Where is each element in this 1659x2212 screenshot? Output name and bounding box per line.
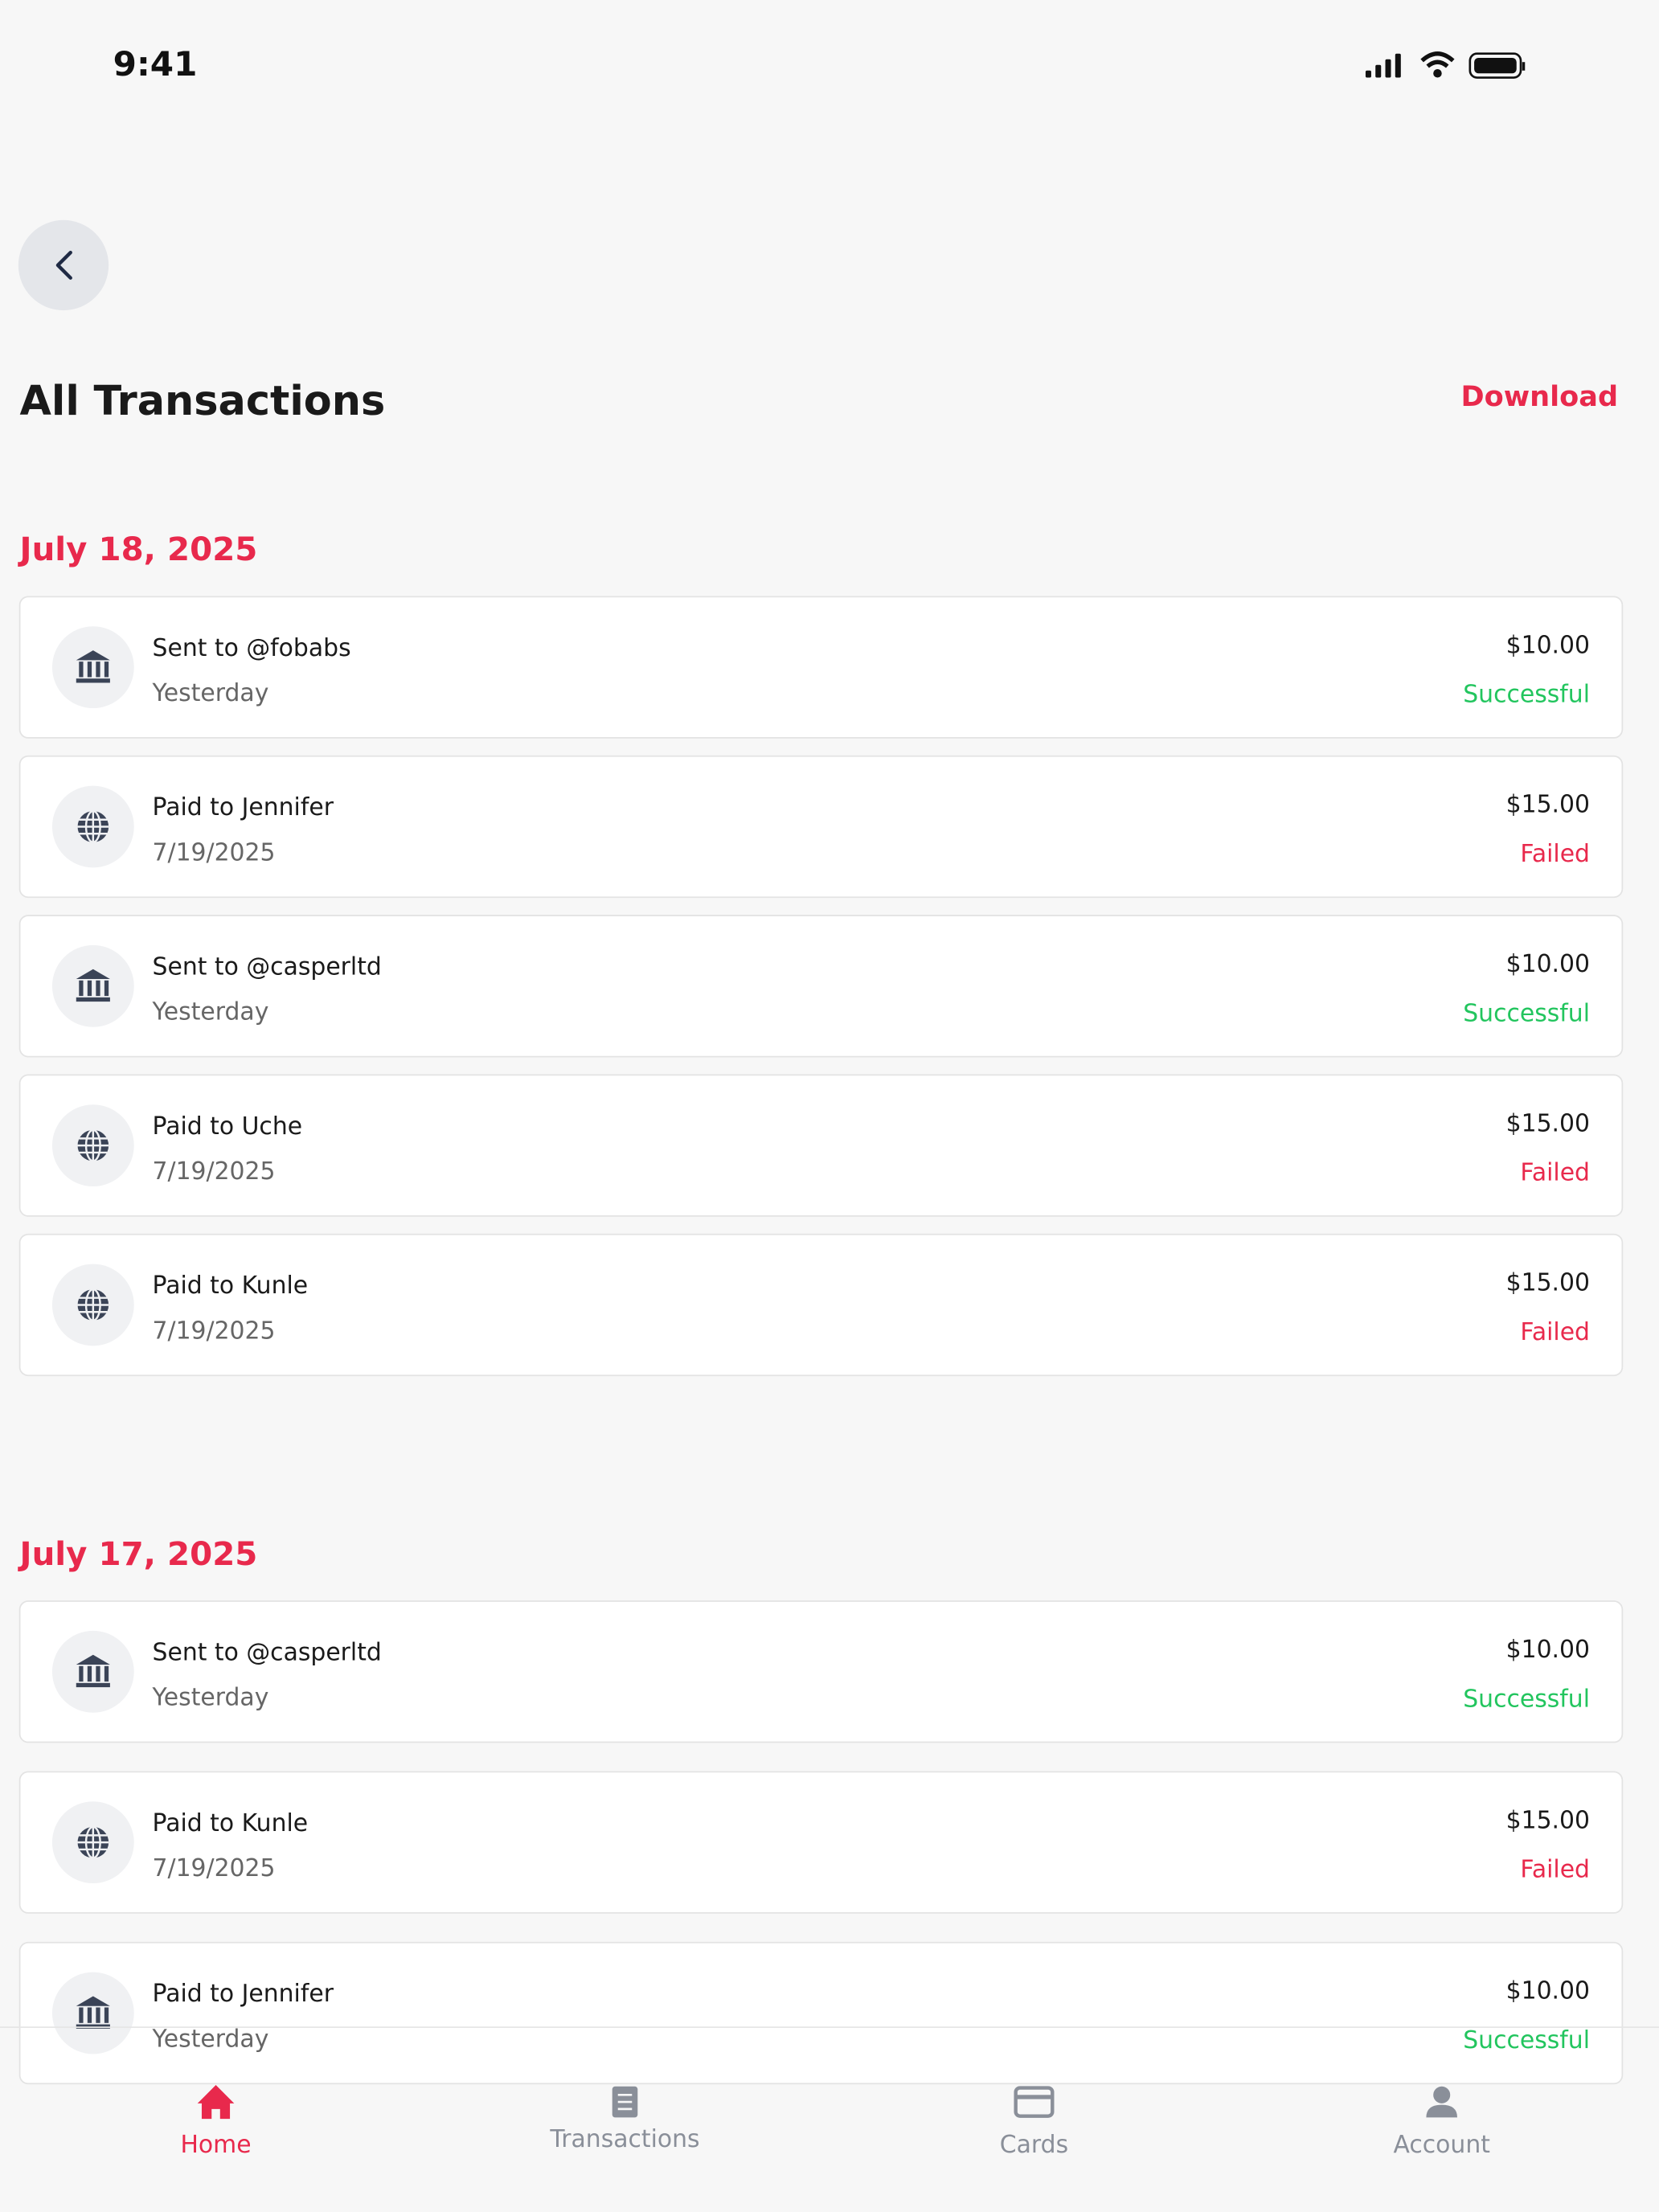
transaction-card[interactable]: Paid to Kunle 7/19/2025 $15.00 Failed: [18, 1233, 1624, 1377]
status-time: 9:41: [113, 44, 198, 84]
bank-pillar: [96, 662, 100, 678]
transaction-title: Sent to @fobabs: [153, 634, 351, 662]
tab-bar: [0, 2085, 1659, 2212]
transaction-amount: $15.00: [1506, 791, 1590, 819]
user-body: [1426, 2104, 1458, 2118]
card-background: [18, 1941, 1624, 2085]
transaction-amount: $15.00: [1506, 1109, 1590, 1137]
tab-item[interactable]: Home: [180, 2085, 252, 2159]
bank-pillar: [87, 662, 92, 678]
transaction-amount: $10.00: [1506, 1977, 1590, 2005]
bank-icon: [76, 650, 110, 661]
tab-item[interactable]: Account: [1393, 2086, 1490, 2159]
transaction-status: Successful: [1463, 2026, 1590, 2054]
transaction-card[interactable]: Sent to @fobabs Yesterday $10.00 Successful: [18, 596, 1624, 739]
icon-circle: [51, 944, 134, 1027]
transaction-date: Yesterday: [152, 2025, 269, 2053]
tab-label: Account: [1393, 2131, 1489, 2159]
transaction-amount: $10.00: [1506, 950, 1590, 978]
bank-pillar: [96, 1665, 100, 1682]
page-title: All Transactions: [20, 378, 386, 425]
bank-icon: [76, 1996, 110, 2006]
section-date: July 18, 2025: [18, 530, 258, 568]
card-icon: [1014, 2086, 1055, 2118]
bank-pillar: [79, 2007, 84, 2023]
transaction-card[interactable]: Sent to @casperltd Yesterday $10.00 Success…: [18, 1600, 1624, 1743]
transaction-card[interactable]: Sent to @casperltd Yesterday $10.00 Success…: [18, 915, 1624, 1058]
card-background: [18, 755, 1624, 899]
transaction-title: Paid to Uche: [153, 1112, 303, 1141]
transaction-title: Paid to Jennifer: [153, 1980, 334, 2008]
icon-circle: [51, 1972, 134, 2054]
transaction-date: 7/19/2025: [153, 1317, 276, 1345]
transaction-card[interactable]: Paid to Uche 7/19/2025 $15.00 Failed: [18, 1074, 1624, 1217]
card-background: [18, 915, 1624, 1058]
transaction-date: Yesterday: [152, 679, 269, 707]
transaction-card[interactable]: Paid to Jennifer Yesterday $10.00 Successfu…: [18, 1941, 1624, 2085]
bank-icon: [76, 1654, 110, 1665]
download-button[interactable]: Download: [1461, 380, 1619, 413]
transaction-amount: $10.00: [1506, 631, 1590, 659]
transaction-title: Sent to @casperltd: [153, 953, 382, 981]
user-head: [1433, 2086, 1451, 2103]
bank-base: [76, 678, 110, 683]
icon-circle: [51, 1630, 134, 1713]
bank-pillar: [104, 1665, 109, 1682]
bank-icon: [76, 969, 110, 980]
bank-pillar: [104, 662, 109, 678]
card-background: [18, 1600, 1624, 1743]
transaction-amount: $15.00: [1506, 1269, 1590, 1297]
bank-pillar: [87, 980, 92, 997]
transaction-status: Successful: [1463, 681, 1590, 709]
transaction-date: 7/19/2025: [153, 838, 276, 866]
tab-item[interactable]: Transactions: [549, 2086, 700, 2153]
bank-base: [76, 997, 110, 1002]
bank-base: [76, 1682, 110, 1688]
transaction-card[interactable]: Paid to Jennifer 7/19/2025 $15.00 Failed: [18, 755, 1624, 899]
bank-pillar: [79, 662, 84, 678]
transaction-status: Failed: [1520, 1159, 1590, 1187]
transaction-date: 7/19/2025: [153, 1157, 276, 1186]
bank-pillar: [87, 1665, 92, 1682]
transaction-date: Yesterday: [152, 998, 269, 1026]
status-icons: [1365, 51, 1526, 79]
bank-pillar: [87, 2007, 92, 2023]
transaction-title: Paid to Kunle: [153, 1272, 309, 1300]
card-background: [18, 596, 1624, 739]
card-stripe: [1015, 2095, 1053, 2099]
transaction-status: Failed: [1520, 1856, 1590, 1884]
transaction-title: Paid to Kunle: [153, 1809, 309, 1837]
bank-pillar: [96, 980, 100, 997]
tab-item[interactable]: Cards: [1000, 2086, 1068, 2159]
bank-pillar: [104, 2007, 109, 2023]
transaction-title: Paid to Jennifer: [153, 793, 334, 821]
bank-pillar: [96, 2007, 100, 2023]
icon-circle: [51, 626, 134, 709]
transaction-title: Sent to @casperltd: [153, 1638, 382, 1666]
transaction-status: Successful: [1463, 999, 1590, 1027]
transaction-amount: $15.00: [1506, 1806, 1590, 1834]
transaction-status: Failed: [1520, 840, 1590, 868]
transaction-amount: $10.00: [1506, 1636, 1590, 1664]
bank-pillar: [104, 980, 109, 997]
bank-pillar: [79, 980, 84, 997]
transaction-card[interactable]: Paid to Kunle 7/19/2025 $15.00 Failed: [18, 1771, 1624, 1914]
transaction-date: 7/19/2025: [153, 1854, 276, 1882]
tab-label: Cards: [1000, 2131, 1068, 2159]
tab-label: Home: [180, 2131, 251, 2159]
card-background: [18, 1771, 1624, 1914]
transaction-date: Yesterday: [152, 1684, 269, 1712]
transaction-status: Successful: [1463, 1685, 1590, 1713]
transaction-status: Failed: [1520, 1318, 1590, 1346]
section-date: July 17, 2025: [18, 1535, 258, 1573]
card-background: [18, 1233, 1624, 1377]
home-icon: [197, 2085, 235, 2120]
bank-pillar: [79, 1665, 84, 1682]
back-button[interactable]: [18, 219, 109, 311]
card-background: [18, 1074, 1624, 1217]
tab-label: Transactions: [549, 2125, 699, 2153]
